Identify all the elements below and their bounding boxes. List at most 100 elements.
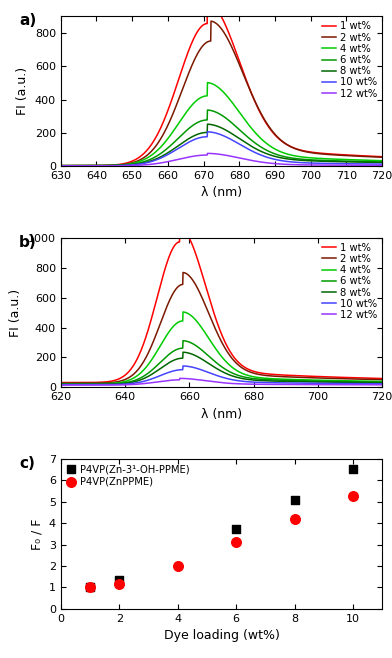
10 wt% (189, 138, 193, 145)
1 wt% (189, 41, 193, 49)
4 wt% (58, 380, 63, 388)
1 wt% (315, 149, 320, 157)
1 wt% (279, 138, 284, 145)
2 wt% (181, 268, 185, 276)
8 wt% (205, 120, 210, 128)
P4VP(ZnPPME) (350, 492, 356, 502)
6 wt% (380, 378, 385, 386)
2 wt% (200, 42, 205, 50)
8 wt% (58, 380, 63, 388)
P4VP(Zn-3¹-OH-PPME) (350, 463, 356, 474)
2 wt% (380, 153, 385, 161)
6 wt% (200, 116, 205, 124)
8 wt% (91, 162, 96, 170)
4 wt% (309, 376, 314, 384)
8 wt% (380, 159, 385, 166)
Line: 1 wt%: 1 wt% (61, 2, 382, 166)
4 wt% (91, 380, 96, 388)
Legend: 1 wt%, 2 wt%, 4 wt%, 6 wt%, 8 wt%, 10 wt%, 12 wt%: 1 wt%, 2 wt%, 4 wt%, 6 wt%, 8 wt%, 10 wt… (320, 241, 379, 322)
10 wt% (380, 380, 385, 388)
12 wt% (205, 149, 210, 157)
10 wt% (380, 160, 385, 168)
Line: 6 wt%: 6 wt% (61, 341, 382, 384)
4 wt% (309, 154, 314, 162)
6 wt% (279, 152, 284, 160)
1 wt% (279, 371, 284, 379)
12 wt% (200, 151, 205, 159)
12 wt% (309, 381, 314, 389)
12 wt% (91, 381, 96, 389)
X-axis label: λ (nm): λ (nm) (201, 408, 242, 420)
6 wt% (181, 337, 185, 345)
P4VP(Zn-3¹-OH-PPME) (87, 582, 93, 593)
Line: 8 wt%: 8 wt% (61, 352, 382, 384)
P4VP(ZnPPME) (174, 561, 181, 571)
10 wt% (315, 159, 320, 167)
12 wt% (58, 381, 63, 389)
6 wt% (380, 158, 385, 166)
8 wt% (279, 377, 284, 385)
4 wt% (91, 162, 96, 170)
P4VP(Zn-3¹-OH-PPME) (291, 494, 298, 505)
8 wt% (309, 157, 314, 164)
2 wt% (189, 64, 193, 72)
Line: 1 wt%: 1 wt% (61, 228, 382, 382)
2 wt% (309, 149, 314, 157)
6 wt% (189, 339, 193, 347)
1 wt% (91, 162, 96, 170)
Legend: 1 wt%, 2 wt%, 4 wt%, 6 wt%, 8 wt%, 10 wt%, 12 wt%: 1 wt%, 2 wt%, 4 wt%, 6 wt%, 8 wt%, 10 wt… (320, 20, 379, 101)
2 wt% (189, 274, 193, 282)
4 wt% (380, 157, 385, 164)
12 wt% (380, 381, 385, 389)
1 wt% (309, 372, 314, 380)
10 wt% (181, 362, 185, 370)
Line: 10 wt%: 10 wt% (61, 366, 382, 385)
6 wt% (91, 380, 96, 388)
8 wt% (200, 356, 205, 364)
Line: 8 wt%: 8 wt% (61, 124, 382, 166)
Line: 6 wt%: 6 wt% (61, 110, 382, 166)
12 wt% (178, 374, 182, 382)
1 wt% (189, 238, 193, 246)
2 wt% (279, 372, 284, 380)
12 wt% (309, 161, 314, 169)
2 wt% (200, 295, 205, 303)
P4VP(Zn-3¹-OH-PPME) (233, 523, 239, 534)
Line: 10 wt%: 10 wt% (61, 132, 382, 166)
4 wt% (189, 103, 193, 111)
10 wt% (309, 379, 314, 387)
12 wt% (58, 162, 63, 170)
Line: 2 wt%: 2 wt% (61, 21, 382, 166)
8 wt% (189, 350, 193, 358)
1 wt% (200, 22, 205, 30)
12 wt% (380, 161, 385, 169)
8 wt% (200, 129, 205, 137)
P4VP(ZnPPME) (87, 582, 93, 593)
6 wt% (279, 376, 284, 384)
10 wt% (309, 159, 314, 167)
1 wt% (58, 378, 63, 386)
6 wt% (200, 347, 205, 355)
Line: 4 wt%: 4 wt% (61, 312, 382, 384)
10 wt% (200, 367, 205, 374)
2 wt% (315, 374, 320, 382)
2 wt% (58, 162, 63, 170)
12 wt% (189, 375, 193, 383)
4 wt% (181, 308, 185, 316)
6 wt% (315, 156, 320, 164)
6 wt% (189, 123, 193, 131)
1 wt% (309, 148, 314, 156)
2 wt% (380, 376, 385, 384)
Y-axis label: F₀ / F: F₀ / F (30, 519, 43, 549)
1 wt% (205, 0, 210, 6)
Line: 4 wt%: 4 wt% (61, 83, 382, 166)
4 wt% (380, 378, 385, 386)
1 wt% (315, 372, 320, 380)
4 wt% (205, 79, 210, 87)
1 wt% (178, 224, 182, 232)
6 wt% (205, 106, 210, 114)
10 wt% (279, 157, 284, 164)
1 wt% (91, 378, 96, 386)
P4VP(Zn-3¹-OH-PPME) (116, 574, 122, 585)
Line: 12 wt%: 12 wt% (61, 378, 382, 385)
